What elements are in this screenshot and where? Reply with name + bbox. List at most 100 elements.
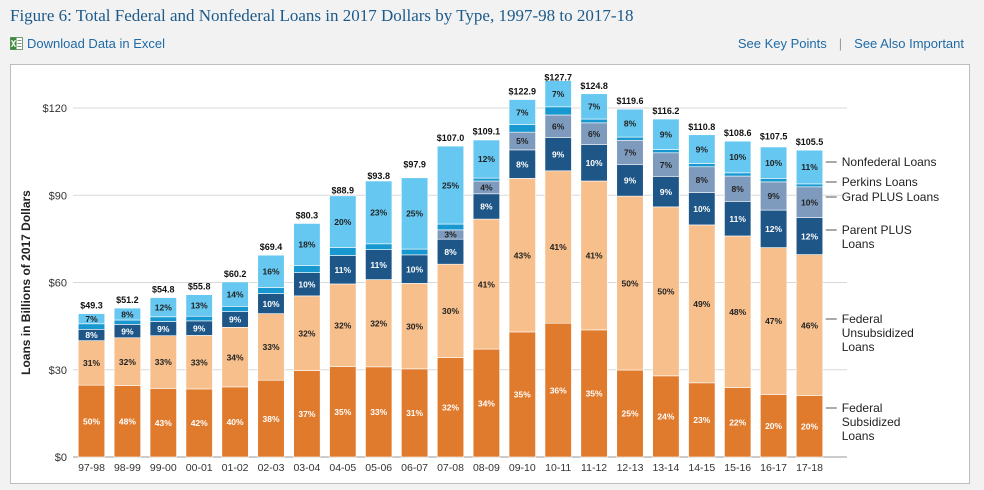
data-label: 7% xyxy=(660,160,673,170)
download-excel-link[interactable]: Download Data in Excel xyxy=(10,36,165,51)
bar-segment xyxy=(652,149,680,154)
x-tick-label: 97-98 xyxy=(78,462,105,474)
data-label: 9% xyxy=(552,149,565,159)
bar-segment xyxy=(77,384,106,458)
bar-segment xyxy=(616,164,644,197)
bar-segment xyxy=(760,178,788,183)
data-label: 8% xyxy=(696,175,709,185)
bar-segment xyxy=(795,395,824,458)
bar-segment xyxy=(472,177,500,182)
data-label: 30% xyxy=(406,321,423,331)
see-also-important-link[interactable]: See Also Important xyxy=(854,36,964,51)
y-tick-label: $90 xyxy=(49,190,67,202)
data-label: 9% xyxy=(193,323,206,333)
data-label: 50% xyxy=(83,416,100,426)
bar-segment xyxy=(77,323,106,330)
bar-segment xyxy=(401,368,429,458)
data-label: 25% xyxy=(621,409,638,419)
data-label: 22% xyxy=(729,417,746,427)
bar-segment xyxy=(616,136,644,141)
data-label: 7% xyxy=(588,102,601,112)
total-label: $88.9 xyxy=(332,185,355,195)
legend-label: Nonfederal Loans xyxy=(842,155,937,169)
bar-segment xyxy=(149,297,177,318)
data-label: 37% xyxy=(298,409,315,419)
data-label: 10% xyxy=(298,279,315,289)
data-label: 14% xyxy=(227,289,244,299)
bar-segment xyxy=(221,386,249,458)
total-label: $49.3 xyxy=(80,301,103,311)
total-label: $107.5 xyxy=(760,131,788,141)
x-tick-label: 12-13 xyxy=(617,462,644,474)
bar-segment xyxy=(257,313,285,381)
x-tick-label: 02-03 xyxy=(258,462,285,474)
bar-segment xyxy=(149,316,177,322)
bar-segment xyxy=(77,313,106,325)
bar-segment xyxy=(795,217,824,255)
legend-label: Loans xyxy=(842,429,875,443)
y-axis-label: Loans in Billions of 2017 Dollars xyxy=(19,190,33,375)
total-label: $60.2 xyxy=(224,269,247,279)
x-tick-label: 99-00 xyxy=(150,462,177,474)
bar-segment xyxy=(580,180,608,331)
data-label: 33% xyxy=(370,407,387,417)
bar-segment xyxy=(185,335,213,390)
data-label: 30% xyxy=(442,306,459,316)
data-label: 10% xyxy=(765,158,782,168)
bar-segment xyxy=(688,166,716,193)
bar-segment xyxy=(257,379,285,458)
legend-label: Federal xyxy=(842,401,883,415)
data-label: 9% xyxy=(767,191,780,201)
data-label: 47% xyxy=(765,316,782,326)
data-label: 20% xyxy=(334,217,351,227)
data-label: 43% xyxy=(155,418,172,428)
total-label: $124.8 xyxy=(580,81,608,91)
x-tick-label: 11-12 xyxy=(581,462,607,474)
x-tick-label: 13-14 xyxy=(652,462,679,474)
data-label: 42% xyxy=(191,418,208,428)
total-label: $116.2 xyxy=(652,106,679,116)
bar-segment xyxy=(544,322,572,458)
data-label: 35% xyxy=(586,389,603,399)
bar-segment xyxy=(185,315,213,322)
data-label: 7% xyxy=(516,107,529,117)
data-label: 43% xyxy=(514,250,531,260)
bar-segment xyxy=(221,281,249,307)
bar-segment xyxy=(113,307,141,321)
x-tick-label: 15-16 xyxy=(724,462,751,474)
data-label: 33% xyxy=(191,357,208,367)
total-label: $69.4 xyxy=(260,242,283,252)
data-label: 12% xyxy=(801,231,818,241)
data-label: 33% xyxy=(155,357,172,367)
data-label: 10% xyxy=(729,152,746,162)
legend-label: Grad PLUS Loans xyxy=(842,190,939,204)
bar-segment xyxy=(580,144,608,182)
bar-segment xyxy=(329,195,357,248)
data-label: 41% xyxy=(550,242,567,252)
data-label: 46% xyxy=(801,320,818,330)
bar-segment xyxy=(149,388,177,458)
data-label: 18% xyxy=(298,240,315,250)
data-label: 32% xyxy=(298,328,315,338)
legend-label: Loans xyxy=(842,340,875,354)
bar-segment xyxy=(616,108,644,138)
bar-segment xyxy=(652,118,680,150)
data-label: 9% xyxy=(624,176,637,186)
bar-segment xyxy=(688,224,716,384)
data-label: 8% xyxy=(444,247,457,257)
bar-segment xyxy=(580,118,608,124)
bar-segment xyxy=(724,140,752,174)
x-tick-label: 98-99 xyxy=(114,462,141,474)
bar-segment xyxy=(508,149,536,179)
toolbar: Download Data in Excel See Key Points | … xyxy=(10,36,964,54)
see-key-points-link[interactable]: See Key Points xyxy=(737,36,827,51)
data-label: 49% xyxy=(693,299,710,309)
download-excel-label: Download Data in Excel xyxy=(27,36,166,51)
bar-segment xyxy=(544,137,572,172)
bar-segment xyxy=(616,139,644,166)
data-label: 23% xyxy=(693,415,710,425)
bar-segment xyxy=(616,369,644,458)
bar-segment xyxy=(508,99,536,125)
total-label: $97.9 xyxy=(403,159,426,169)
bar-segment xyxy=(436,223,465,231)
